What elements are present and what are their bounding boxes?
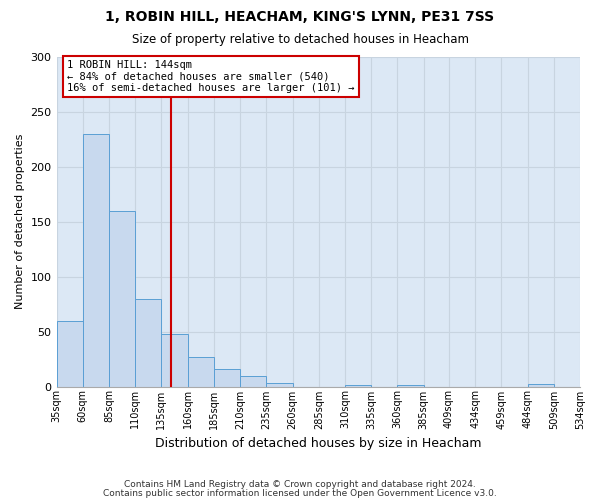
Bar xyxy=(527,384,554,386)
X-axis label: Distribution of detached houses by size in Heacham: Distribution of detached houses by size … xyxy=(155,437,482,450)
Bar xyxy=(240,376,266,386)
Bar xyxy=(83,134,109,386)
Bar xyxy=(161,334,188,386)
Text: Size of property relative to detached houses in Heacham: Size of property relative to detached ho… xyxy=(131,32,469,46)
Bar xyxy=(135,298,161,386)
Bar xyxy=(266,383,293,386)
Text: 1, ROBIN HILL, HEACHAM, KING'S LYNN, PE31 7SS: 1, ROBIN HILL, HEACHAM, KING'S LYNN, PE3… xyxy=(106,10,494,24)
Text: 1 ROBIN HILL: 144sqm
← 84% of detached houses are smaller (540)
16% of semi-deta: 1 ROBIN HILL: 144sqm ← 84% of detached h… xyxy=(67,60,355,93)
Text: Contains public sector information licensed under the Open Government Licence v3: Contains public sector information licen… xyxy=(103,488,497,498)
Text: Contains HM Land Registry data © Crown copyright and database right 2024.: Contains HM Land Registry data © Crown c… xyxy=(124,480,476,489)
Bar xyxy=(109,210,135,386)
Y-axis label: Number of detached properties: Number of detached properties xyxy=(15,134,25,309)
Bar xyxy=(214,369,240,386)
Bar xyxy=(56,320,83,386)
Bar xyxy=(188,357,214,386)
